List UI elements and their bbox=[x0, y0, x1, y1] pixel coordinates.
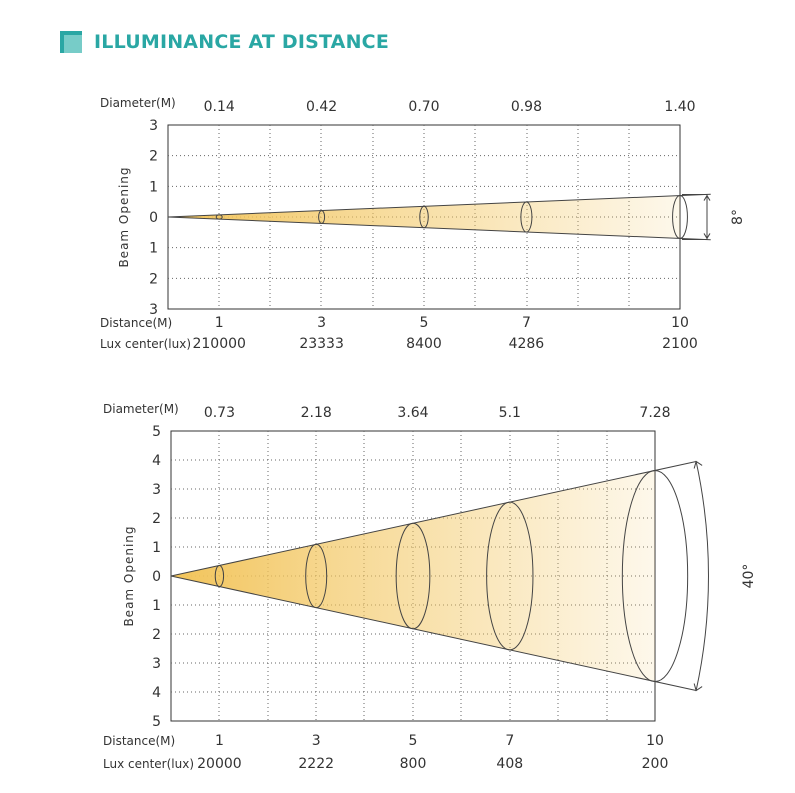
y-tick-label: 2 bbox=[149, 271, 158, 287]
lux-center-value: 4286 bbox=[509, 336, 545, 352]
distance-value: 5 bbox=[409, 733, 418, 749]
y-tick-label: 1 bbox=[149, 241, 158, 257]
angle-arrow-down bbox=[693, 683, 703, 692]
distance-value: 7 bbox=[505, 733, 514, 749]
diameter-row-label: Diameter(M) bbox=[100, 96, 176, 110]
beam-cross-section bbox=[621, 469, 689, 683]
beam-angle-label: 8° bbox=[730, 209, 746, 225]
y-tick-label: 5 bbox=[152, 424, 161, 440]
beam-angle-label: 40° bbox=[741, 564, 757, 589]
angle-arc bbox=[695, 461, 709, 691]
beam-cross-section bbox=[214, 564, 225, 588]
diameter-value: 0.73 bbox=[204, 405, 235, 421]
section-header: ILLUMINANCE AT DISTANCE bbox=[60, 30, 389, 54]
lux-center-value: 23333 bbox=[299, 336, 344, 352]
beam-cross-section bbox=[520, 201, 533, 233]
y-tick-label: 5 bbox=[152, 714, 161, 730]
lux-row-label: Lux center(lux) bbox=[100, 337, 191, 351]
y-tick-label: 1 bbox=[152, 598, 161, 614]
diameter-value: 5.1 bbox=[499, 405, 521, 421]
diameter-value: 0.70 bbox=[408, 99, 439, 115]
y-tick-label: 4 bbox=[152, 685, 161, 701]
lux-center-value: 200 bbox=[642, 756, 669, 772]
beam-edge-upper bbox=[170, 460, 697, 577]
beam-cone-fill bbox=[171, 470, 655, 682]
diameter-value: 7.28 bbox=[639, 405, 670, 421]
diameter-value: 0.42 bbox=[306, 99, 337, 115]
distance-value: 3 bbox=[317, 315, 326, 331]
lux-center-value: 8400 bbox=[406, 336, 442, 352]
lux-center-value: 2222 bbox=[298, 756, 334, 772]
y-tick-label: 3 bbox=[152, 656, 161, 672]
beam-edge-upper bbox=[167, 193, 711, 218]
diameter-row-label: Diameter(M) bbox=[103, 402, 179, 416]
diameter-value: 1.40 bbox=[664, 99, 695, 115]
y-tick-label: 3 bbox=[149, 302, 158, 318]
distance-value: 1 bbox=[215, 315, 224, 331]
angle-arrow-up bbox=[693, 460, 703, 469]
beam-edge-lower bbox=[167, 216, 711, 241]
beam-cross-section bbox=[395, 522, 431, 630]
distance-value: 10 bbox=[646, 733, 664, 749]
lux-center-value: 20000 bbox=[197, 756, 242, 772]
distance-value: 7 bbox=[522, 315, 531, 331]
page-title: ILLUMINANCE AT DISTANCE bbox=[94, 31, 389, 53]
y-tick-label: 2 bbox=[152, 627, 161, 643]
distance-row-label: Distance(M) bbox=[100, 316, 172, 330]
beam-cross-section bbox=[672, 195, 688, 239]
angle-arrow-down bbox=[703, 233, 711, 240]
y-tick-label: 0 bbox=[152, 569, 161, 585]
section-square-icon bbox=[60, 31, 82, 53]
beam-cross-section bbox=[215, 214, 223, 220]
beam-cone-fill bbox=[168, 195, 680, 239]
beam-cross-section bbox=[318, 210, 326, 224]
beam-edge-lower bbox=[170, 575, 697, 692]
y-tick-label: 1 bbox=[152, 540, 161, 556]
beam-cross-section bbox=[419, 205, 429, 229]
diameter-value: 0.98 bbox=[511, 99, 542, 115]
lux-center-value: 210000 bbox=[192, 336, 245, 352]
y-tick-label: 3 bbox=[149, 118, 158, 134]
diameter-value: 3.64 bbox=[397, 405, 428, 421]
beam-cross-section bbox=[486, 501, 534, 651]
y-axis-title: Beam Opening bbox=[117, 166, 131, 267]
y-tick-label: 2 bbox=[149, 149, 158, 165]
distance-row-label: Distance(M) bbox=[103, 734, 175, 748]
y-axis-title: Beam Opening bbox=[122, 525, 136, 626]
y-tick-label: 0 bbox=[149, 210, 158, 226]
y-tick-label: 1 bbox=[149, 179, 158, 195]
lux-row-label: Lux center(lux) bbox=[103, 757, 194, 771]
lux-center-value: 800 bbox=[400, 756, 427, 772]
diameter-value: 2.18 bbox=[301, 405, 332, 421]
diameter-value: 0.14 bbox=[204, 99, 235, 115]
lux-center-value: 408 bbox=[496, 756, 523, 772]
y-tick-label: 3 bbox=[152, 482, 161, 498]
y-tick-label: 2 bbox=[152, 511, 161, 527]
distance-value: 10 bbox=[671, 315, 689, 331]
lux-center-value: 2100 bbox=[662, 336, 698, 352]
beam-cross-section bbox=[305, 543, 328, 609]
angle-arrow-up bbox=[703, 194, 711, 201]
distance-value: 5 bbox=[420, 315, 429, 331]
distance-value: 1 bbox=[215, 733, 224, 749]
y-tick-label: 4 bbox=[152, 453, 161, 469]
distance-value: 3 bbox=[312, 733, 321, 749]
